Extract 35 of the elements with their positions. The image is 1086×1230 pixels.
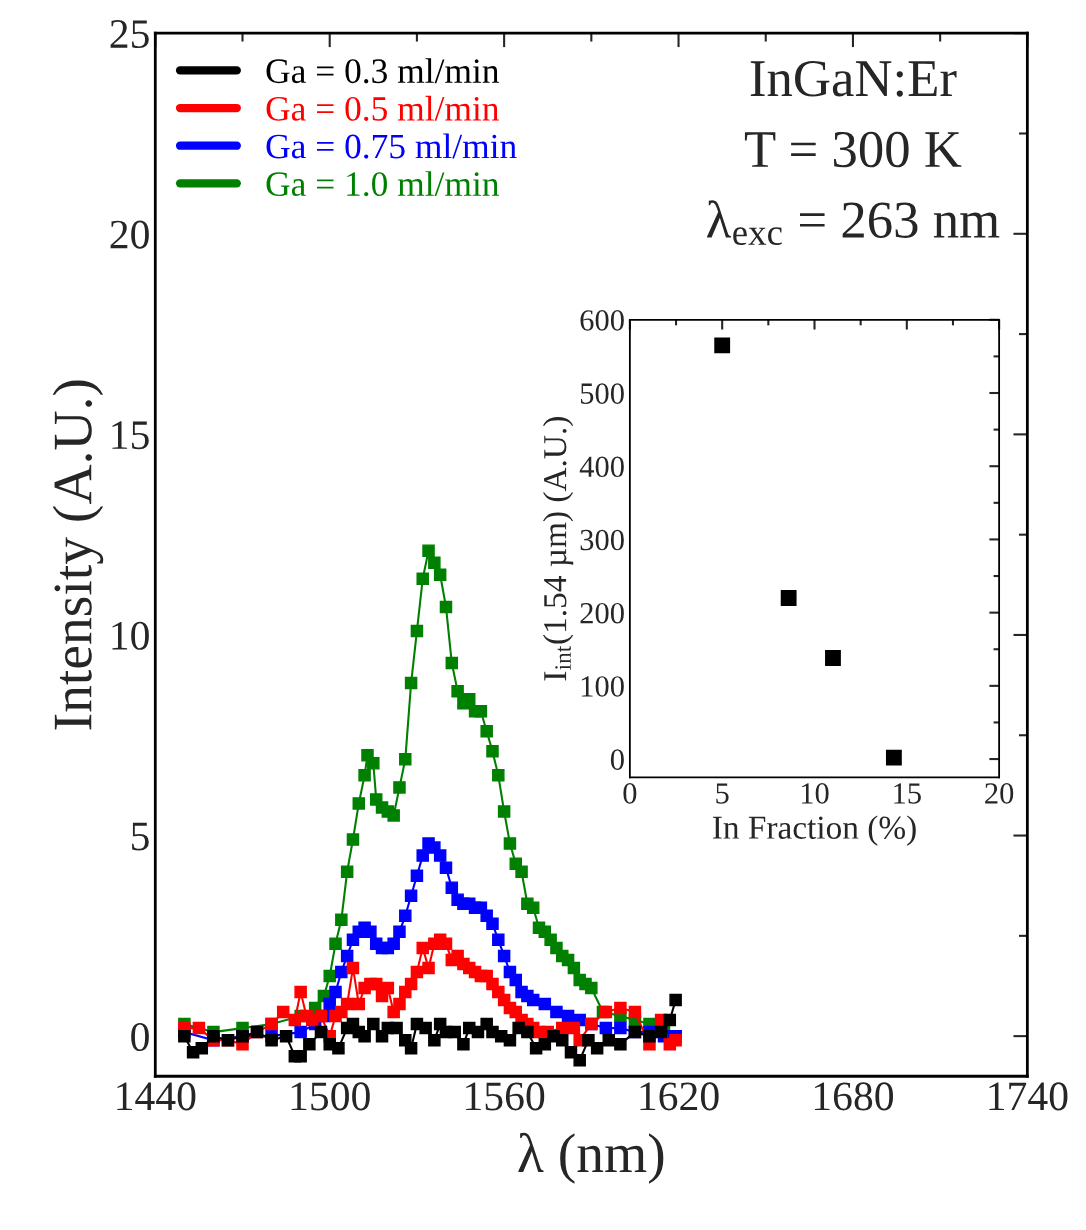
legend-label: Ga = 1.0 ml/min (266, 171, 499, 197)
annotation: λ$_{exc}$ = 263 nm (707, 200, 1000, 246)
annotation: InGaN:Er (750, 60, 957, 97)
legend-label: Ga = 0.75 ml/min (266, 133, 517, 159)
x-tick-label: 20 (985, 783, 1014, 804)
y-tick-label: 500 (580, 383, 624, 404)
y-axis-title: I$_{int}$(1.54 µm) (A.U.) (542, 417, 574, 681)
y-tick-label: 600 (580, 310, 624, 331)
y-tick-label: 25 (110, 20, 149, 49)
y-tick-label: 20 (110, 220, 149, 249)
y-tick-label: 10 (112, 621, 149, 650)
y-axis-title: Intensity (A.U.) (52, 380, 104, 730)
y-tick-label: 15 (112, 421, 149, 450)
x-tick-label: 1680 (814, 1082, 894, 1111)
y-tick-label: 0 (131, 1022, 149, 1051)
x-axis-title: λ (nm) (518, 1132, 664, 1184)
y-tick-label: 5 (132, 822, 149, 851)
x-tick-label: 1560 (466, 1082, 545, 1111)
x-tick-label: 10 (801, 783, 829, 804)
x-axis-title: In Fraction (%) (712, 815, 916, 846)
x-tick-label: 5 (716, 783, 729, 804)
x-tick-label: 1440 (117, 1082, 196, 1111)
y-tick-label: 400 (579, 456, 624, 478)
y-tick-label: 200 (580, 602, 624, 624)
x-tick-label: 1500 (291, 1082, 370, 1111)
x-tick-label: 1620 (640, 1082, 719, 1111)
x-tick-label: 15 (894, 783, 921, 804)
y-tick-label: 100 (581, 676, 624, 697)
legend-label: Ga = 0.5 ml/min (266, 95, 499, 121)
y-tick-label: 0 (610, 749, 624, 770)
annotation: T = 300 K (744, 131, 962, 168)
x-tick-label: 1740 (989, 1082, 1068, 1111)
x-tick-label: 0 (623, 783, 637, 804)
legend-label: Ga = 0.3 ml/min (266, 58, 499, 84)
y-tick-label: 300 (580, 529, 624, 551)
